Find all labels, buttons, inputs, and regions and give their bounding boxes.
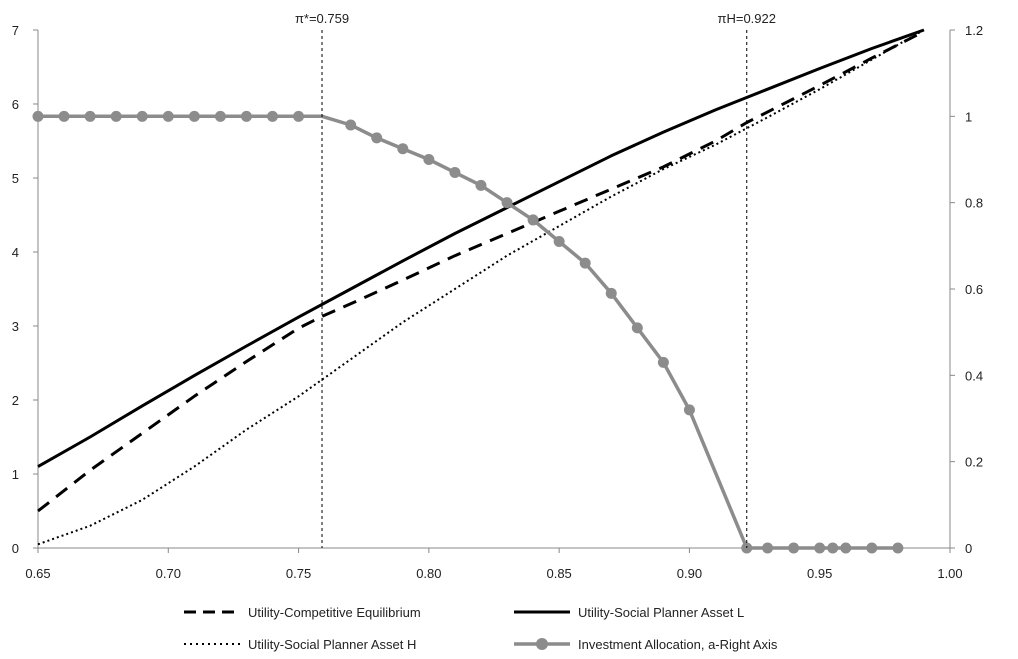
series-point-investment-allocation (32, 110, 44, 122)
series-point-investment-allocation (762, 542, 774, 554)
series-point-investment-allocation (631, 322, 643, 334)
x-tick-label: 0.65 (25, 566, 50, 581)
series-line-investment-allocation-a-right-axis (38, 114, 898, 550)
series-line-utility-competitive-equilibrium (37, 30, 925, 513)
legend: Utility-Competitive Equilibrium Utility-… (184, 605, 778, 652)
axes: 0.65 0.70 0.75 0.80 0.85 0.90 0.95 1.0001234567… (12, 23, 983, 581)
series-point-investment-allocation (475, 179, 487, 191)
series-point-investment-allocation (579, 257, 591, 269)
x-tick-label: 1.00 (937, 566, 962, 581)
y-left-tick-label: 6 (12, 97, 19, 112)
y-right-tick-label: 1.2 (965, 23, 983, 38)
y-left-tick-label: 0 (12, 541, 19, 556)
y-right-tick-label: 0.6 (965, 282, 983, 297)
x-tick-label: 0.85 (546, 566, 571, 581)
series-point-investment-allocation (527, 214, 539, 226)
series-line-utility-social-planner-asset-l (37, 28, 925, 468)
series-point-investment-allocation (110, 110, 122, 122)
series-point-investment-allocation (449, 166, 461, 178)
legend-label-investment-allocation: Investment Allocation, a-Right Axis (578, 637, 778, 652)
y-right-tick-label: 0 (965, 541, 972, 556)
series-point-investment-allocation (214, 110, 226, 122)
series-point-investment-allocation (240, 110, 252, 122)
annotations: π*=0.759 πH=0.922 (295, 11, 776, 548)
series-point-investment-allocation (553, 236, 565, 248)
x-tick-label: 0.80 (416, 566, 441, 581)
y-right-tick-label: 0.2 (965, 455, 983, 470)
series-point-investment-allocation (188, 110, 200, 122)
series-point-investment-allocation (840, 542, 852, 554)
series-point-investment-allocation (267, 110, 279, 122)
series-point-investment-allocation (827, 542, 839, 554)
series-point-investment-allocation (345, 119, 357, 131)
series-point-investment-allocation (814, 542, 826, 554)
annotation-pi-star: π*=0.759 (295, 11, 349, 26)
y-right-tick-label: 0.8 (965, 196, 983, 211)
series-point-investment-allocation (605, 287, 617, 299)
annotation-pi-h: πH=0.922 (718, 11, 776, 26)
series-point-investment-allocation (866, 542, 878, 554)
series-point-investment-allocation (683, 404, 695, 416)
series-point-investment-allocation (371, 132, 383, 144)
series-point-investment-allocation (162, 110, 174, 122)
legend-label-social-planner-asset-h: Utility-Social Planner Asset H (248, 637, 416, 652)
y-right-tick-label: 0.4 (965, 368, 983, 383)
x-tick-label: 0.75 (286, 566, 311, 581)
x-tick-label: 0.95 (807, 566, 832, 581)
y-left-tick-label: 2 (12, 393, 19, 408)
legend-label-social-planner-asset-l: Utility-Social Planner Asset L (578, 605, 744, 620)
series-point-investment-allocation (423, 154, 435, 165)
y-left-tick-label: 7 (12, 23, 19, 38)
x-tick-label: 0.70 (156, 566, 181, 581)
y-left-tick-label: 5 (12, 171, 19, 186)
series-point-investment-allocation (397, 143, 409, 155)
series-point-investment-allocation (84, 110, 96, 122)
y-left-tick-label: 3 (12, 319, 19, 334)
series-point-investment-allocation (293, 110, 305, 122)
x-tick-label: 0.90 (677, 566, 702, 581)
y-left-tick-label: 4 (12, 245, 19, 260)
series-layer (32, 28, 925, 554)
series-point-investment-allocation (501, 197, 513, 209)
series-point-investment-allocation (136, 110, 148, 122)
series-point-investment-allocation (892, 542, 904, 554)
series-line-utility-social-planner-asset-h (37, 29, 925, 546)
series-point-investment-allocation (58, 110, 70, 122)
series-point-investment-allocation (657, 356, 669, 368)
series-point-investment-allocation (788, 542, 800, 554)
legend-swatch-marker (536, 638, 548, 650)
y-left-tick-label: 1 (12, 467, 19, 482)
legend-label-competitive-equilibrium: Utility-Competitive Equilibrium (248, 605, 421, 620)
y-right-tick-label: 1 (965, 109, 972, 124)
